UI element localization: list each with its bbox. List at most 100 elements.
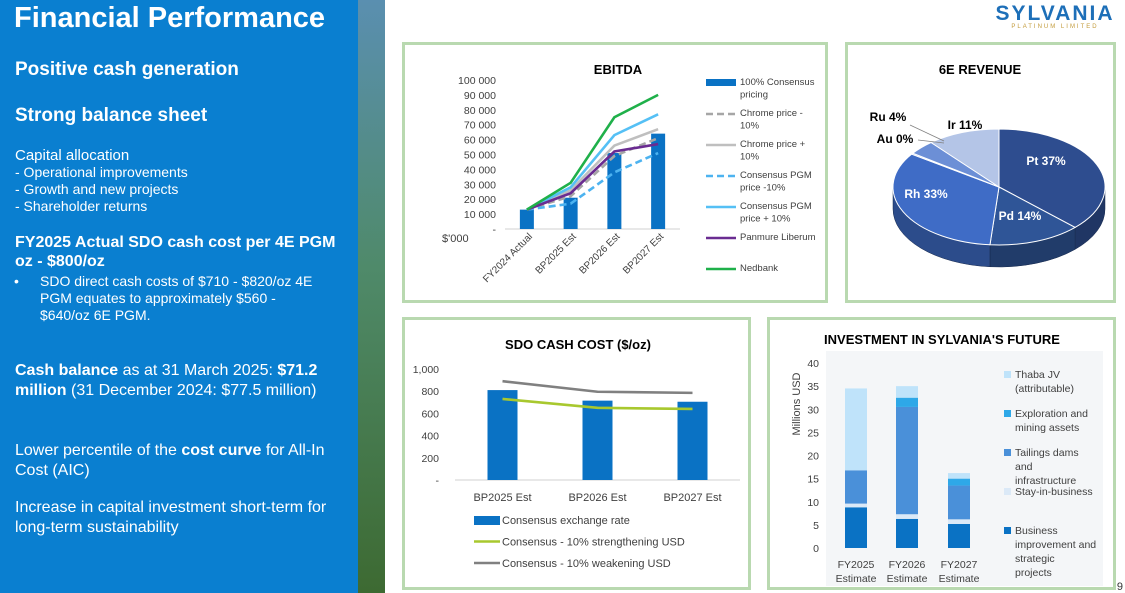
legend-label: Consensus PGM price + 10% — [740, 201, 812, 225]
y-tick-label: 800 — [421, 386, 439, 398]
ebitda-series-line — [526, 93, 659, 211]
capital-allocation-heading: Capital allocation — [15, 147, 130, 164]
sdo-bullet: • SDO direct cash costs of $710 - $820/o… — [14, 273, 329, 324]
legend-label: Consensus - 10% weakening USD — [502, 558, 671, 570]
investment-bar-segment — [845, 503, 867, 508]
ebitda-panel: EBITDA - 10 000 20 000 30 000 40 000 50 000 60 … — [402, 42, 828, 303]
investment-bar-segment — [845, 388, 867, 471]
decorative-strip — [358, 0, 385, 593]
x-tick-label: FY2026 Estimate — [887, 559, 928, 585]
y-tick-label: 20 000 — [464, 194, 496, 206]
legend-label: Consensus PGM price -10% — [740, 170, 812, 194]
y-tick-label: 0 — [813, 543, 819, 555]
sdo-series-line — [502, 379, 693, 395]
cash-balance-value: $71.2 million — [15, 362, 318, 399]
x-tick-label: BP2025 Est — [473, 492, 531, 504]
cost-curve-text: Lower percentile of the cost curve for A… — [15, 441, 345, 481]
investment-bar-segment — [896, 518, 918, 548]
logo-name: SYLVANIA — [995, 2, 1115, 25]
sdo-bar — [677, 401, 708, 480]
legend-label: Business improvement and strategic projects — [1015, 525, 1096, 579]
investment-bar-segment — [896, 406, 918, 515]
ebitda-series-line — [526, 142, 659, 211]
y-tick-label: 1,000 — [413, 364, 439, 376]
pie-leader-line — [917, 139, 945, 144]
legend-label: 100% Consensus pricing — [740, 77, 815, 101]
investment-title: INVESTMENT IN SYLVANIA'S FUTURE — [824, 332, 1060, 347]
x-tick-label: BP2025 Est — [534, 231, 579, 276]
revenue-title: 6E REVENUE — [939, 62, 1022, 77]
y-axis-label: $'000 — [442, 233, 469, 245]
y-tick-label: 10 000 — [464, 209, 496, 221]
investment-bar-segment — [948, 478, 970, 486]
cash-balance-text: Cash balance as at 31 March 2025: $71.2 … — [15, 361, 345, 401]
investment-chart: INVESTMENT IN SYLVANIA'S FUTURE 0 5 10 15 20 2… — [791, 332, 1103, 586]
legend-swatch — [1004, 527, 1011, 534]
y-tick-label: 60 000 — [464, 135, 496, 147]
cash-balance-prior: (31 December 2024: $77.5 million) — [66, 382, 317, 399]
ebitda-bar — [651, 133, 666, 229]
legend-label: Tailings dams and infrastructure — [1015, 447, 1079, 487]
cost-curve-suffix: for All-In Cost (AIC) — [15, 442, 325, 479]
investment-bar-segment — [948, 523, 970, 548]
page-title: Financial Performance — [14, 2, 326, 34]
y-tick-label: 10 — [807, 497, 819, 509]
x-tick-label: BP2026 Est — [568, 492, 626, 504]
y-tick-label: 15 — [807, 474, 819, 486]
pie-slice — [998, 128, 1106, 228]
pie-label: Au 0% — [877, 132, 914, 146]
y-tick-label: - — [436, 475, 440, 487]
ebitda-series-line — [526, 127, 659, 211]
y-tick-label: 25 — [807, 427, 819, 439]
investment-bar-segment — [896, 386, 918, 398]
legend-label: Chrome price +10% — [740, 139, 806, 163]
investment-bar-segment — [845, 470, 867, 504]
x-tick-label: BP2027 Est — [663, 492, 721, 504]
y-tick-label: 100 000 — [458, 75, 496, 87]
sdo-panel: SDO CASH COST ($/oz) - 200 400 600 800 1,000 BP… — [402, 317, 751, 590]
x-tick-label: FY2027 Estimate — [939, 559, 980, 585]
list-item: - Operational improvements — [15, 164, 188, 180]
y-tick-label: 30 — [807, 404, 819, 416]
y-tick-label: 80 000 — [464, 105, 496, 117]
legend-label: Panmure Liberum — [740, 232, 816, 243]
sdo-bullet-text: SDO direct cash costs of $710 - $820/oz … — [40, 273, 313, 323]
legend-label: Thaba JV (attributable) — [1015, 369, 1074, 395]
investment-panel: INVESTMENT IN SYLVANIA'S FUTURE 0 5 10 15 20 2… — [767, 317, 1116, 590]
capital-allocation-list: - Operational improvements - Growth and … — [15, 164, 345, 215]
pie-slice — [892, 153, 1000, 246]
investment-bar-segment — [896, 514, 918, 519]
cost-curve-prefix: Lower percentile of the — [15, 442, 182, 459]
pie-label: Pt 37% — [1026, 154, 1066, 168]
x-tick-label: FY2024 Actual — [481, 231, 535, 285]
sdo-bar — [487, 390, 518, 480]
heading-cash-generation: Positive cash generation — [15, 59, 239, 80]
pie-label: Rh 33% — [904, 187, 948, 201]
legend-label: Consensus exchange rate — [502, 515, 630, 527]
y-tick-label: 20 — [807, 451, 819, 463]
y-tick-label: 40 — [807, 358, 819, 370]
y-tick-label: 35 — [807, 381, 819, 393]
y-tick-label: - — [493, 224, 497, 236]
y-tick-label: 50 000 — [464, 150, 496, 162]
bullet-mark: • — [14, 273, 19, 289]
ebitda-series-line — [526, 113, 659, 211]
cost-curve-bold: cost curve — [181, 442, 262, 459]
pie-slice — [989, 186, 1077, 246]
legend-label: Stay-in-business — [1015, 486, 1093, 498]
legend-swatch — [706, 79, 736, 86]
x-tick-label: FY2025 Estimate — [836, 559, 877, 585]
y-tick-label: 30 000 — [464, 179, 496, 191]
heading-balance-sheet: Strong balance sheet — [15, 105, 208, 126]
logo-subtitle: PLATINUM LIMITED — [1011, 24, 1099, 30]
ebitda-title: EBITDA — [594, 62, 643, 77]
sdo-bar — [582, 400, 613, 480]
legend-swatch — [1004, 449, 1011, 456]
cash-balance-date: as at 31 March 2025: — [118, 362, 278, 379]
x-tick-label: BP2026 Est — [577, 231, 622, 276]
sdo-title: SDO CASH COST ($/oz) — [505, 337, 651, 352]
legend-swatch — [474, 516, 500, 525]
ebitda-bar — [519, 209, 534, 229]
ebitda-bar — [563, 197, 578, 229]
investment-bar-segment — [845, 507, 867, 548]
